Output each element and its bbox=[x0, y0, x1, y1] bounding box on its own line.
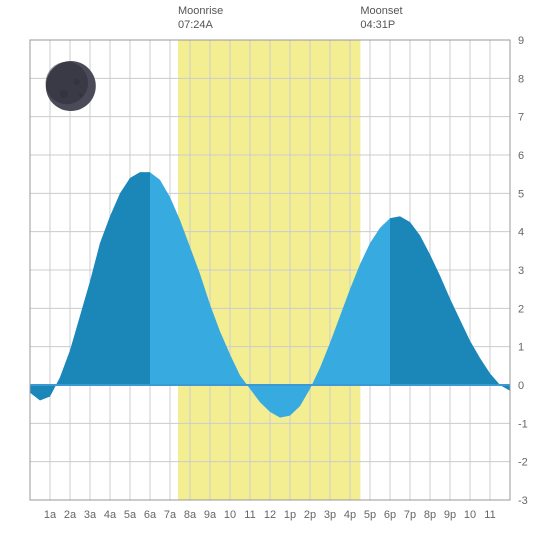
sun-event-label: Moonset bbox=[360, 5, 402, 17]
x-tick-label: 6p bbox=[384, 509, 396, 521]
x-tick-label: 3a bbox=[84, 509, 97, 521]
x-tick-label: 9a bbox=[204, 509, 217, 521]
x-tick-label: 4p bbox=[344, 509, 356, 521]
x-tick-label: 1a bbox=[44, 509, 57, 521]
x-tick-label: 8a bbox=[184, 509, 197, 521]
y-tick-label: 8 bbox=[518, 73, 524, 85]
y-tick-label: 3 bbox=[518, 265, 524, 277]
y-tick-label: -2 bbox=[518, 457, 528, 469]
x-tick-label: 2p bbox=[304, 509, 316, 521]
sun-event-label: Moonrise bbox=[178, 5, 223, 17]
x-tick-label: 1p bbox=[284, 509, 296, 521]
moon-icon bbox=[60, 90, 68, 98]
moon-icon bbox=[46, 62, 89, 105]
x-tick-label: 7p bbox=[404, 509, 416, 521]
x-tick-label: 5p bbox=[364, 509, 376, 521]
y-tick-label: 1 bbox=[518, 342, 524, 354]
y-tick-label: 0 bbox=[518, 380, 524, 392]
moon-icon bbox=[74, 79, 80, 85]
y-tick-label: 4 bbox=[518, 227, 524, 239]
y-tick-label: -1 bbox=[518, 418, 528, 430]
x-tick-label: 7a bbox=[164, 509, 177, 521]
y-tick-label: 6 bbox=[518, 150, 524, 162]
x-tick-label: 9p bbox=[444, 509, 456, 521]
y-tick-label: 5 bbox=[518, 188, 524, 200]
y-tick-label: 2 bbox=[518, 303, 524, 315]
sun-event-time: 07:24A bbox=[178, 19, 214, 31]
x-tick-label: 5a bbox=[124, 509, 137, 521]
moon-icon bbox=[79, 93, 83, 97]
x-tick-label: 11 bbox=[484, 509, 495, 521]
sun-event-time: 04:31P bbox=[360, 19, 395, 31]
x-tick-label: 2a bbox=[64, 509, 77, 521]
x-tick-label: 3p bbox=[324, 509, 336, 521]
x-tick-label: 10 bbox=[464, 509, 476, 521]
y-tick-label: 7 bbox=[518, 112, 524, 124]
x-tick-label: 10 bbox=[224, 509, 236, 521]
x-tick-label: 6a bbox=[144, 509, 157, 521]
y-tick-label: -3 bbox=[518, 495, 528, 507]
y-tick-label: 9 bbox=[518, 35, 524, 47]
x-tick-label: 11 bbox=[244, 509, 255, 521]
x-tick-label: 4a bbox=[104, 509, 117, 521]
x-tick-label: 8p bbox=[424, 509, 436, 521]
x-tick-label: 12 bbox=[264, 509, 276, 521]
